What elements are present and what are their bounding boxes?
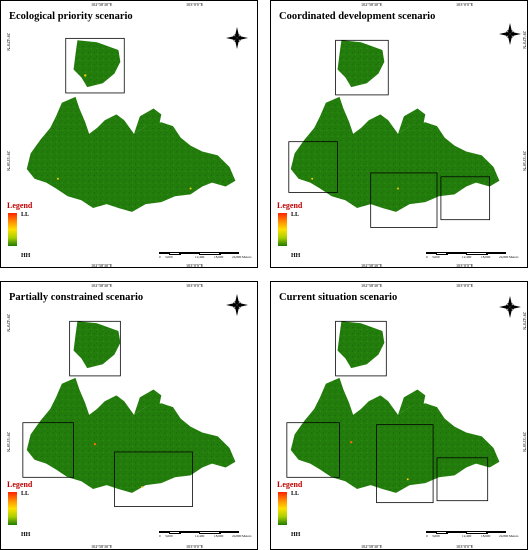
legend-high-label: LL xyxy=(21,212,30,218)
coord-bottom-right: 103°0'0"E xyxy=(456,544,474,549)
legend-low-label: HH xyxy=(21,253,31,259)
panel-coordinated: 102°58'30"E 103°0'0"E 29°42'0"N 29°33'30… xyxy=(270,0,528,268)
panel-current: 102°58'30"E 103°0'0"E 29°42'0"N 29°33'30… xyxy=(270,281,528,550)
scale-bar: 0 3,000 12,400 18,600 24,800 Meters xyxy=(159,531,254,539)
legend-gradient xyxy=(8,213,17,246)
compass-icon xyxy=(226,27,248,49)
map-region xyxy=(17,37,251,229)
coord-top-left: 102°58'30"E xyxy=(91,2,113,7)
legend-high-label: LL xyxy=(291,491,300,497)
legend-title: Legend xyxy=(277,201,303,210)
coord-bottom-left: 102°58'30"E xyxy=(91,544,113,549)
coord-top-left: 102°58'30"E xyxy=(361,2,383,7)
legend-gradient xyxy=(278,492,287,525)
scale-bar: 0 3,000 12,400 18,600 24,800 Meters xyxy=(159,252,254,260)
compass-icon xyxy=(499,296,521,318)
coord-left-mid: 29°33'30"N xyxy=(6,151,11,171)
coord-left-top: 29°42'0"N xyxy=(6,33,11,51)
legend-gradient xyxy=(278,213,287,246)
coord-left-top: 29°42'0"N xyxy=(6,314,11,332)
panel-ecological: 102°58'30"E 103°0'0"E 29°42'0"N 29°33'30… xyxy=(0,0,258,268)
coord-top-right: 103°0'0"E xyxy=(186,283,204,288)
compass-icon xyxy=(499,23,521,45)
coord-bottom-right: 103°0'0"E xyxy=(186,263,204,268)
coord-bottom-right: 103°0'0"E xyxy=(456,263,474,268)
coord-top-left: 102°58'30"E xyxy=(91,283,113,288)
legend-high-label: LL xyxy=(21,491,30,497)
coord-top-right: 103°0'0"E xyxy=(186,2,204,7)
map-region xyxy=(22,320,251,507)
panel-title: Current situation scenario xyxy=(279,292,398,303)
legend-low-label: HH xyxy=(21,532,31,538)
coord-bottom-right: 103°0'0"E xyxy=(186,544,204,549)
compass-icon xyxy=(226,294,248,316)
map-region xyxy=(288,39,515,228)
scale-bar: 0 3,000 12,400 18,600 24,800 Meters xyxy=(426,252,521,260)
panel-title: Coordinated development scenario xyxy=(279,11,436,22)
coord-right-top: 29°42'0"N xyxy=(522,312,527,330)
legend-gradient xyxy=(8,492,17,525)
coord-bottom-left: 102°58'30"E xyxy=(91,263,113,268)
legend-title: Legend xyxy=(7,480,33,489)
legend-high-label: LL xyxy=(291,212,300,218)
coord-top-left: 102°58'30"E xyxy=(361,283,383,288)
scale-bar: 0 3,000 12,400 18,600 24,800 Meters xyxy=(426,531,521,539)
coord-left-mid: 29°33'30"N xyxy=(6,432,11,452)
coord-top-right: 103°0'0"E xyxy=(456,283,474,288)
legend-low-label: HH xyxy=(291,532,301,538)
legend-title: Legend xyxy=(7,201,33,210)
legend-low-label: HH xyxy=(291,253,301,259)
coord-top-right: 103°0'0"E xyxy=(456,2,474,7)
coord-bottom-left: 102°58'30"E xyxy=(361,544,383,549)
legend-title: Legend xyxy=(277,480,303,489)
panel-title: Partially constrained scenario xyxy=(9,292,144,303)
map-region xyxy=(286,320,515,504)
coord-bottom-left: 102°58'30"E xyxy=(361,263,383,268)
coord-right-top: 29°42'0"N xyxy=(522,31,527,49)
panel-title: Ecological priority scenario xyxy=(9,11,133,22)
coord-right-mid: 29°33'30"N xyxy=(522,151,527,171)
coord-right-mid: 29°33'30"N xyxy=(522,432,527,452)
panel-partial: 102°58'30"E 103°0'0"E 29°42'0"N 29°33'30… xyxy=(0,281,258,550)
